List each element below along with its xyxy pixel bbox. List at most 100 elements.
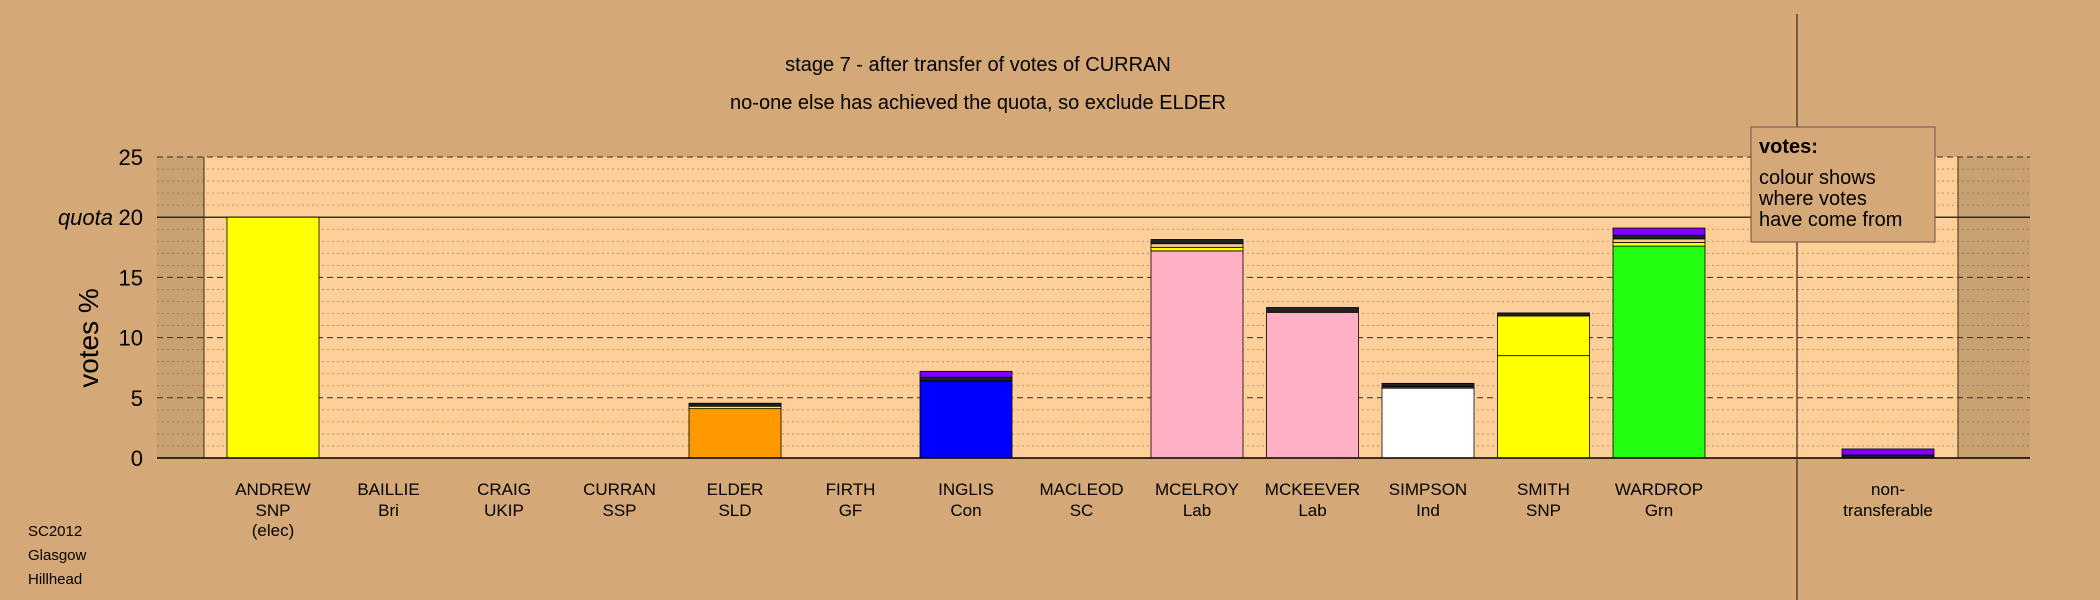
bar-segment xyxy=(1150,246,1244,252)
legend-title: votes: xyxy=(1759,136,1818,158)
chart-title: stage 7 - after transfer of votes of CUR… xyxy=(785,54,1171,76)
candidate-name: MCKEEVER xyxy=(1265,480,1360,499)
candidate-name: ANDREW xyxy=(235,480,311,499)
plot-background xyxy=(157,157,2030,458)
x-labels: ANDREWSNP(elec)BAILLIEBriCRAIGUKIPCURRAN… xyxy=(235,480,1933,540)
candidate-party: Ind xyxy=(1416,501,1440,520)
y-tick-label: 20 xyxy=(119,205,143,230)
bar-segment xyxy=(1497,312,1590,317)
x-label-mckeever: MCKEEVER Lab xyxy=(1265,480,1360,520)
bar-segment xyxy=(1841,448,1935,456)
y-tick-label: 15 xyxy=(119,265,143,290)
candidate-party: Lab xyxy=(1183,501,1211,520)
bar-segment xyxy=(688,408,782,459)
candidate-party: SNP xyxy=(1526,501,1561,520)
candidate-name: MCELROY xyxy=(1155,480,1239,499)
bar-segment xyxy=(1150,239,1244,245)
legend-box: votes: colour shows where votes have com… xyxy=(1750,126,1936,243)
bar-segment xyxy=(688,402,782,407)
y-tick-label: 10 xyxy=(119,326,143,351)
candidate-name: SIMPSON xyxy=(1389,480,1467,499)
bar-segment xyxy=(919,370,1013,378)
x-label-wardrop: WARDROP Grn xyxy=(1615,480,1703,520)
y-axis-label: votes % xyxy=(73,288,104,388)
candidate-party: Grn xyxy=(1645,501,1673,520)
x-label-baillie: BAILLIE Bri xyxy=(357,480,419,520)
candidate-party: UKIP xyxy=(484,501,524,520)
candidate-name: INGLIS xyxy=(938,480,994,499)
bar-segment xyxy=(1381,387,1475,459)
candidate-name: SMITH xyxy=(1517,480,1570,499)
x-label-firth: FIRTH GF xyxy=(826,480,876,520)
bar-andrew xyxy=(226,216,320,459)
candidate-name: MACLEOD xyxy=(1039,480,1123,499)
bar-segment xyxy=(1497,315,1590,357)
left-band xyxy=(157,157,204,458)
bar-wardrop xyxy=(1612,227,1706,459)
y-tick-label: 0 xyxy=(131,446,143,471)
x-label-macleod: MACLEOD SC xyxy=(1039,480,1123,520)
candidate-party: Bri xyxy=(378,501,399,520)
bar-segment xyxy=(1612,245,1706,459)
bar-segment xyxy=(1497,355,1590,459)
candidate-party: Con xyxy=(950,501,981,520)
x-label-smith: SMITH SNP xyxy=(1517,480,1570,520)
bar-simpson xyxy=(1381,382,1475,459)
footer-line: Glasgow xyxy=(28,547,87,564)
candidate-party: GF xyxy=(839,501,863,520)
candidate-name: CRAIG xyxy=(477,480,531,499)
bar-inglis xyxy=(919,370,1013,459)
y-tick-label: 5 xyxy=(131,386,143,411)
candidate-note: (elec) xyxy=(252,521,295,540)
candidate-party: Lab xyxy=(1298,501,1326,520)
x-label-inglis: INGLIS Con xyxy=(938,480,994,520)
legend-line: colour shows xyxy=(1759,167,1876,189)
bar-elder xyxy=(688,402,782,459)
bar-segment xyxy=(1381,382,1475,387)
footer-line: Hillhead xyxy=(28,571,83,588)
nontransferable-label: transferable xyxy=(1843,501,1933,520)
x-label-craig: CRAIG UKIP xyxy=(477,480,531,520)
x-label-elder: ELDER SLD xyxy=(707,480,764,520)
bar-segment xyxy=(1612,234,1706,240)
candidate-party: SLD xyxy=(718,501,751,520)
bar-mckeever xyxy=(1266,307,1359,459)
bar-segment xyxy=(919,380,1013,459)
chart-subtitle: no-one else has achieved the quota, so e… xyxy=(730,92,1226,114)
x-label-mcelroy: MCELROY Lab xyxy=(1155,480,1239,520)
nontransferable-label: non- xyxy=(1871,480,1905,499)
bar-mcelroy xyxy=(1150,239,1244,459)
bar-smith xyxy=(1497,312,1590,459)
candidate-party: SC xyxy=(1070,501,1094,520)
bar-nontransferable xyxy=(1841,448,1935,459)
candidate-name: CURRAN xyxy=(583,480,656,499)
bar-segment xyxy=(1612,227,1706,236)
candidate-name: FIRTH xyxy=(826,480,876,499)
candidate-party: SNP xyxy=(256,501,291,520)
candidate-name: WARDROP xyxy=(1615,480,1703,499)
x-label-curran: CURRAN SSP xyxy=(583,480,656,520)
bar-segment xyxy=(1150,243,1244,248)
x-label-andrew: ANDREW SNP(elec) xyxy=(235,480,311,540)
x-label-simpson: SIMPSON Ind xyxy=(1389,480,1467,520)
bar-segment xyxy=(1266,311,1359,459)
bar-segment xyxy=(1266,307,1359,313)
bar-segment xyxy=(226,216,320,459)
bar-segment xyxy=(919,376,1013,382)
bar-segment xyxy=(1612,238,1706,243)
footer: SC2012 Glasgow Hillhead xyxy=(28,520,86,592)
footer-line: SC2012 xyxy=(28,523,83,540)
legend-line: have come from xyxy=(1759,209,1902,231)
candidate-name: ELDER xyxy=(707,480,764,499)
y-tick-label: 25 xyxy=(119,145,143,170)
quota-label: quota xyxy=(58,205,113,230)
right-band xyxy=(1958,157,2030,458)
candidate-party: SSP xyxy=(602,501,636,520)
legend-line: where votes xyxy=(1758,188,1867,210)
bar-segment xyxy=(1612,242,1706,247)
bar-segment xyxy=(1150,250,1244,459)
candidate-name: BAILLIE xyxy=(357,480,419,499)
gridlines xyxy=(157,156,2030,447)
